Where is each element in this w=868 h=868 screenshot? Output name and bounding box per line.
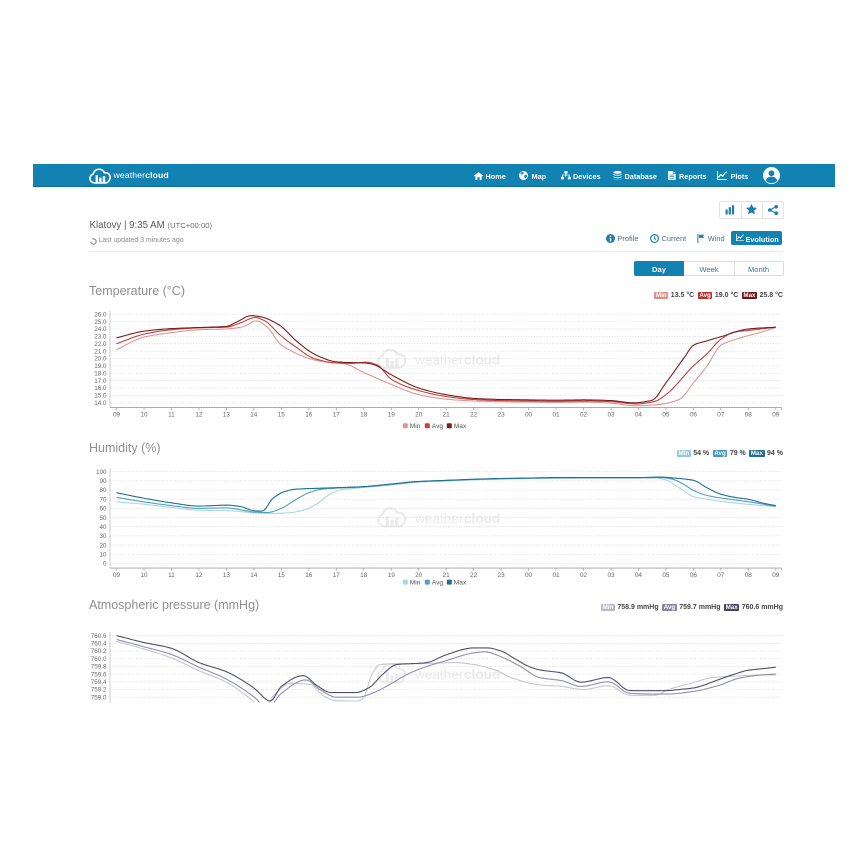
svg-text:17: 17 [333,412,341,419]
svg-text:06: 06 [690,412,698,419]
svg-text:30: 30 [99,533,107,540]
svg-text:09: 09 [113,412,121,419]
svg-text:02: 02 [580,572,588,579]
svg-text:20: 20 [415,572,423,579]
svg-text:10: 10 [140,412,148,419]
svg-text:10: 10 [99,552,107,559]
svg-text:20.0: 20.0 [94,356,107,363]
svg-text:13: 13 [223,572,231,579]
svg-text:759.4: 759.4 [91,679,107,686]
svg-text:25.0: 25.0 [94,319,107,326]
svg-text:17: 17 [333,572,341,579]
svg-text:Min: Min [410,423,421,430]
svg-text:40: 40 [99,524,107,531]
svg-text:14.0: 14.0 [94,400,107,407]
svg-text:10: 10 [140,572,148,579]
svg-text:22: 22 [470,572,478,579]
svg-text:90: 90 [99,478,107,485]
svg-text:Min: Min [410,579,421,586]
svg-text:11: 11 [168,412,175,419]
svg-text:18: 18 [360,412,368,419]
svg-text:760.4: 760.4 [91,641,107,648]
svg-text:70: 70 [99,496,107,503]
svg-text:21: 21 [443,572,451,579]
svg-text:0: 0 [103,561,107,568]
svg-text:12: 12 [195,572,203,579]
svg-text:00: 00 [525,572,533,579]
svg-text:09: 09 [113,572,121,579]
svg-text:60: 60 [99,506,107,513]
svg-text:759.0: 759.0 [91,694,107,701]
svg-text:17.0: 17.0 [94,378,107,385]
svg-text:19.0: 19.0 [94,363,107,370]
svg-text:19: 19 [388,412,396,419]
svg-text:21.0: 21.0 [94,348,107,355]
svg-text:18: 18 [360,572,368,579]
svg-text:03: 03 [607,412,615,419]
svg-text:80: 80 [99,487,107,494]
svg-text:18.0: 18.0 [94,371,107,378]
svg-text:cloud: cloud [464,667,500,682]
svg-text:Max: Max [454,423,467,430]
svg-text:04: 04 [635,412,643,419]
svg-text:Avg: Avg [432,423,444,430]
svg-text:50: 50 [99,515,107,522]
svg-text:09: 09 [772,412,780,419]
svg-text:02: 02 [580,412,588,419]
svg-text:14: 14 [250,412,258,419]
svg-text:11: 11 [168,572,175,579]
svg-text:05: 05 [662,572,670,579]
svg-text:760.2: 760.2 [91,648,107,655]
svg-text:22.0: 22.0 [94,341,107,348]
svg-text:04: 04 [635,572,643,579]
svg-text:00: 00 [525,412,533,419]
svg-text:23: 23 [498,412,506,419]
svg-text:760.6: 760.6 [91,633,107,640]
svg-text:15.0: 15.0 [94,393,107,400]
svg-text:16: 16 [305,412,313,419]
svg-text:24.0: 24.0 [94,326,107,333]
svg-text:12: 12 [195,412,203,419]
svg-text:09: 09 [772,572,780,579]
svg-text:01: 01 [552,412,560,419]
svg-text:15: 15 [278,572,286,579]
svg-text:05: 05 [662,412,670,419]
svg-text:19: 19 [388,572,396,579]
svg-text:13: 13 [223,412,231,419]
svg-text:20: 20 [415,412,423,419]
svg-text:01: 01 [552,572,560,579]
svg-text:759.8: 759.8 [91,664,107,671]
svg-text:Avg: Avg [432,579,444,586]
svg-text:weather: weather [414,511,464,526]
svg-text:Max: Max [454,579,467,586]
svg-text:15: 15 [278,412,286,419]
svg-text:22: 22 [470,412,478,419]
svg-text:16: 16 [305,572,313,579]
svg-text:07: 07 [717,572,725,579]
svg-text:08: 08 [745,412,753,419]
svg-text:23: 23 [498,572,506,579]
svg-text:16.0: 16.0 [94,385,107,392]
svg-text:23.0: 23.0 [94,334,107,341]
svg-text:760.0: 760.0 [91,656,107,663]
svg-text:26.0: 26.0 [94,311,107,318]
svg-text:759.2: 759.2 [91,687,107,694]
svg-text:07: 07 [717,412,725,419]
svg-text:cloud: cloud [464,511,500,526]
svg-text:21: 21 [443,412,451,419]
svg-text:08: 08 [745,572,753,579]
svg-text:weather: weather [414,667,464,682]
svg-text:06: 06 [690,572,698,579]
svg-text:759.6: 759.6 [91,671,107,678]
svg-text:14: 14 [250,572,258,579]
svg-text:cloud: cloud [464,353,500,368]
svg-text:weather: weather [414,353,464,368]
svg-text:20: 20 [99,542,107,549]
svg-text:03: 03 [607,572,615,579]
svg-text:100: 100 [96,469,107,476]
